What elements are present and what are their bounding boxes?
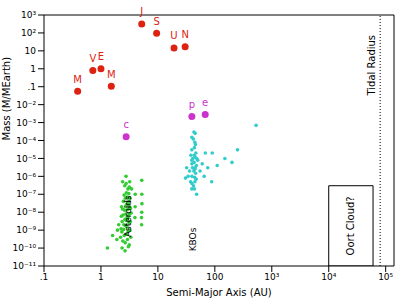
svg-text:10⁻²: 10⁻² xyxy=(16,100,36,110)
svg-text:10⁻¹⁰: 10⁻¹⁰ xyxy=(13,243,37,253)
svg-text:10²: 10² xyxy=(21,28,36,38)
svg-text:N: N xyxy=(181,29,188,40)
svg-text:1: 1 xyxy=(30,64,36,74)
svg-text:10⁻⁵: 10⁻⁵ xyxy=(16,154,36,164)
svg-text:M: M xyxy=(73,74,82,85)
svg-text:KBOs: KBOs xyxy=(188,227,198,251)
svg-text:Mass (M/MEarth): Mass (M/MEarth) xyxy=(8,57,12,141)
svg-text:10⁻³: 10⁻³ xyxy=(16,118,36,128)
svg-text:10³: 10³ xyxy=(264,272,279,282)
svg-text:c: c xyxy=(123,119,129,130)
svg-text:.1: .1 xyxy=(27,82,36,92)
svg-text:Semi-Major Axis (AU): Semi-Major Axis (AU) xyxy=(166,287,272,298)
svg-text:Oort Cloud?: Oort Cloud? xyxy=(345,196,356,255)
svg-text:10⁻⁴: 10⁻⁴ xyxy=(16,136,36,146)
svg-text:p: p xyxy=(189,99,195,110)
svg-text:10⁻⁶: 10⁻⁶ xyxy=(16,172,36,182)
svg-text:S: S xyxy=(153,16,159,27)
svg-text:10⁻⁷: 10⁻⁷ xyxy=(16,189,36,199)
svg-text:.1: .1 xyxy=(40,272,49,282)
svg-text:E: E xyxy=(98,51,104,62)
svg-text:Asteroids: Asteroids xyxy=(123,195,133,237)
svg-text:10⁻⁸: 10⁻⁸ xyxy=(16,207,36,217)
svg-text:10: 10 xyxy=(152,272,164,282)
svg-text:10⁻¹¹: 10⁻¹¹ xyxy=(13,261,37,271)
svg-text:J: J xyxy=(139,6,143,17)
svg-text:10⁻⁹: 10⁻⁹ xyxy=(16,225,36,235)
svg-text:100: 100 xyxy=(206,272,223,282)
svg-text:Tidal Radius: Tidal Radius xyxy=(366,35,377,97)
svg-text:U: U xyxy=(170,30,177,41)
svg-text:10³: 10³ xyxy=(21,10,36,20)
svg-text:10⁵: 10⁵ xyxy=(378,272,393,282)
svg-text:V: V xyxy=(89,53,96,64)
svg-text:10: 10 xyxy=(25,46,37,56)
svg-text:10⁴: 10⁴ xyxy=(321,272,336,282)
svg-text:1: 1 xyxy=(98,272,104,282)
svg-text:M: M xyxy=(107,69,116,80)
svg-text:e: e xyxy=(202,97,208,108)
